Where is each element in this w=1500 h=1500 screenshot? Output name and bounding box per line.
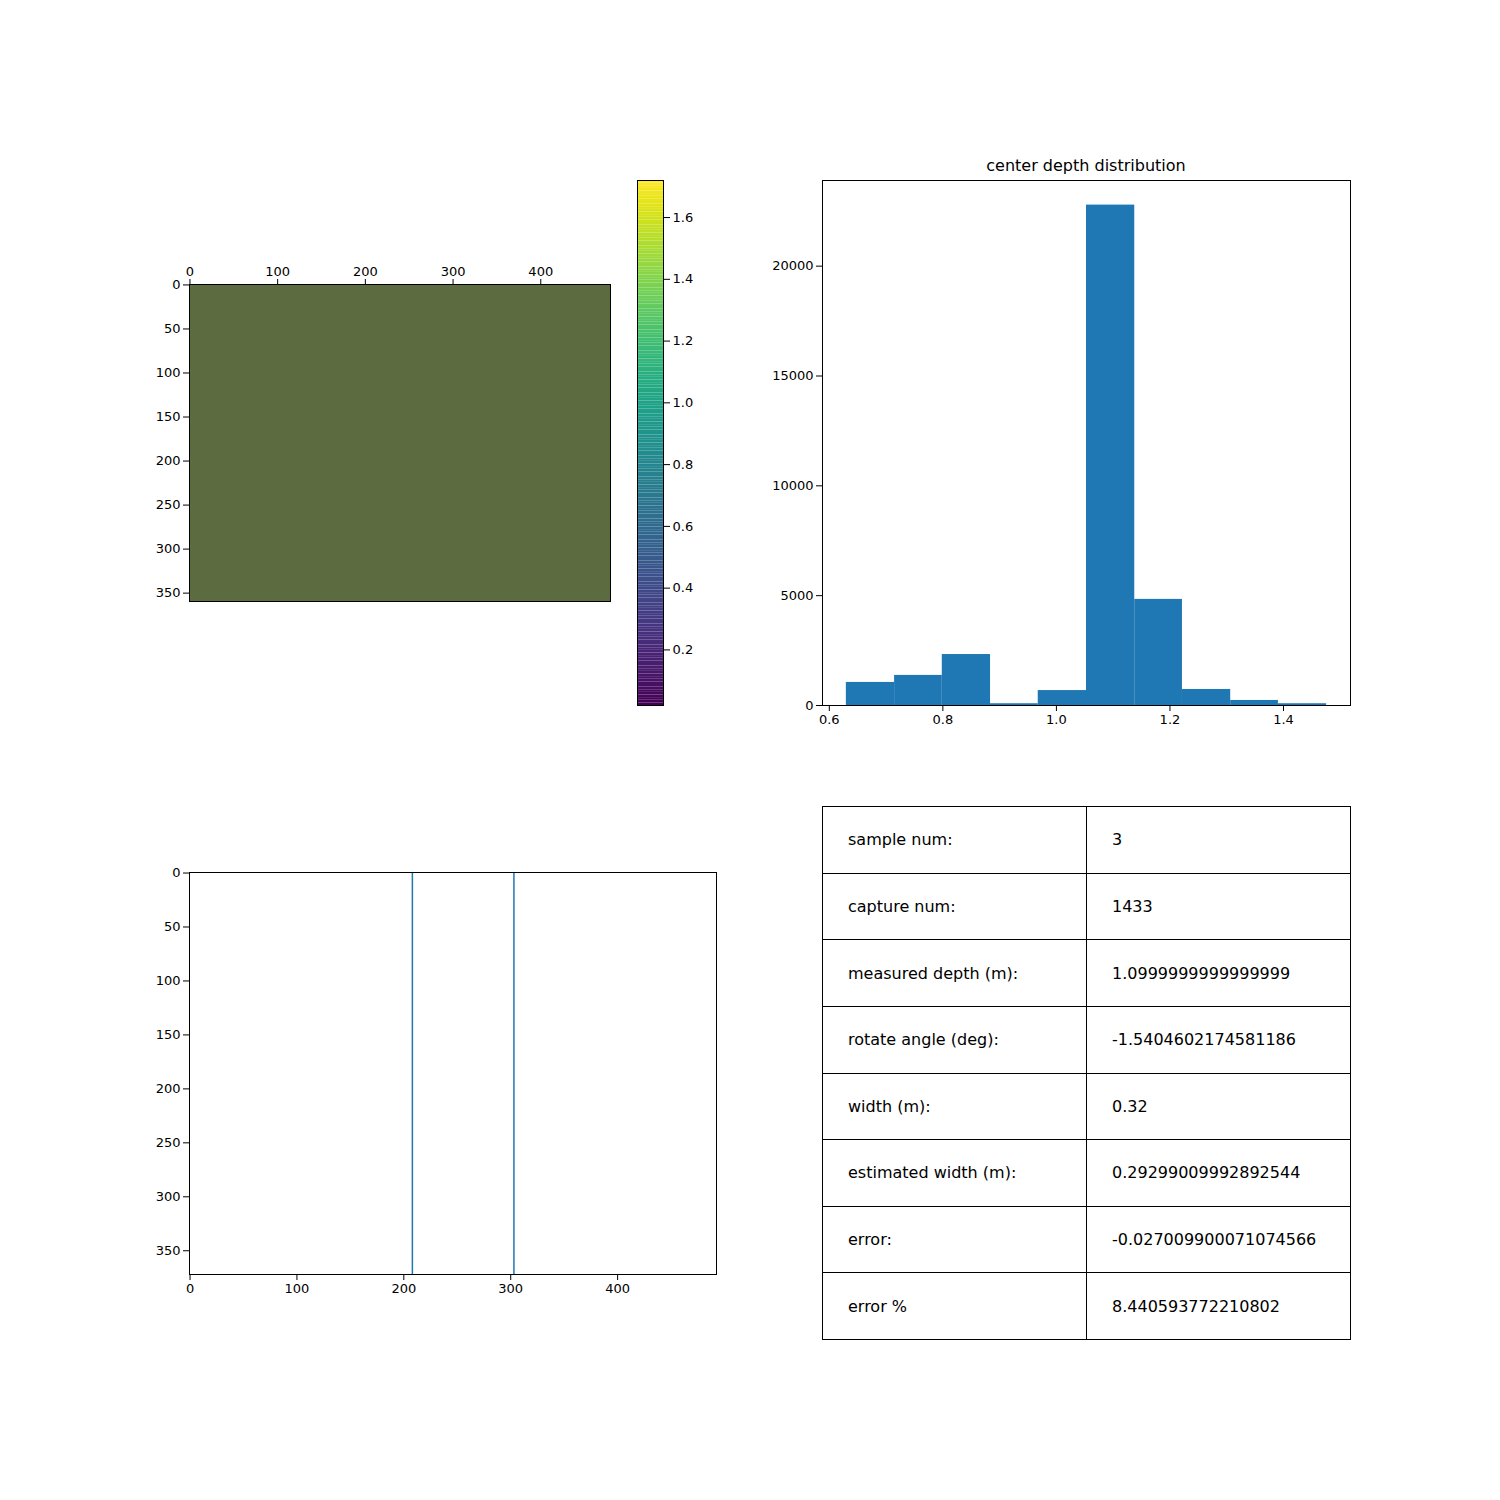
html-text:error %: error % [848,1296,907,1316]
svg-text:400: 400 [605,1281,630,1296]
svg-text:15000: 15000 [772,368,813,383]
html-text:width (m):: width (m): [848,1096,931,1116]
svg-text:100: 100 [285,1281,310,1296]
svg-text:300: 300 [156,1189,181,1204]
svg-text:50: 50 [164,919,181,934]
svg-text:0: 0 [186,1281,194,1296]
html-text:0.32: 0.32 [1112,1096,1148,1116]
html-text:1433: 1433 [1112,896,1153,916]
svg-text:300: 300 [156,541,181,556]
svg-text:0.4: 0.4 [673,580,694,595]
svg-text:150: 150 [156,1027,181,1042]
svg-text:10000: 10000 [772,478,813,493]
svg-text:0.6: 0.6 [819,712,840,727]
svg-text:0: 0 [172,277,180,292]
svg-text:1.0: 1.0 [673,395,694,410]
html-text:center depth distribution: center depth distribution [986,156,1186,175]
svg-text:150: 150 [156,409,181,424]
svg-text:300: 300 [441,264,466,279]
svg-text:200: 200 [156,1081,181,1096]
svg-text:20000: 20000 [772,258,813,273]
svg-text:100: 100 [156,365,181,380]
svg-text:200: 200 [156,453,181,468]
svg-text:1.4: 1.4 [1273,712,1294,727]
html-text:rotate angle (deg):: rotate angle (deg): [848,1030,999,1050]
svg-text:50: 50 [164,321,181,336]
svg-text:300: 300 [498,1281,523,1296]
svg-text:0.6: 0.6 [673,519,694,534]
svg-text:5000: 5000 [780,588,813,603]
svg-text:0.8: 0.8 [673,457,694,472]
svg-text:100: 100 [265,264,290,279]
svg-text:0.8: 0.8 [933,712,954,727]
svg-text:0: 0 [805,698,813,713]
svg-text:200: 200 [353,264,378,279]
html-text:1.0999999999999999: 1.0999999999999999 [1112,963,1291,983]
svg-text:1.0: 1.0 [1046,712,1067,727]
html-text:-1.5404602174581186: -1.5404602174581186 [1112,1030,1296,1050]
html-text:estimated width (m):: estimated width (m): [848,1163,1017,1183]
html-text:sample num:: sample num: [848,830,953,850]
svg-text:250: 250 [156,1135,181,1150]
html-text:error:: error: [848,1230,892,1250]
svg-text:250: 250 [156,497,181,512]
html-text:measured depth (m):: measured depth (m): [848,963,1019,983]
html-text:3: 3 [1112,830,1123,850]
svg-text:400: 400 [528,264,553,279]
html-text:capture num:: capture num: [848,896,956,916]
svg-text:0: 0 [172,865,180,880]
svg-text:200: 200 [391,1281,416,1296]
svg-text:0: 0 [186,264,194,279]
svg-text:1.2: 1.2 [673,333,694,348]
html-text:0.29299009992892544: 0.29299009992892544 [1112,1163,1301,1183]
html-text:8.440593772210802: 8.440593772210802 [1112,1296,1280,1316]
svg-text:350: 350 [156,585,181,600]
svg-text:0.2: 0.2 [673,642,694,657]
svg-text:1.4: 1.4 [673,271,694,286]
svg-text:350: 350 [156,1243,181,1258]
html-text:-0.027009900071074566: -0.027009900071074566 [1112,1230,1317,1250]
svg-text:1.2: 1.2 [1160,712,1181,727]
svg-text:100: 100 [156,973,181,988]
svg-text:1.6: 1.6 [673,210,694,225]
